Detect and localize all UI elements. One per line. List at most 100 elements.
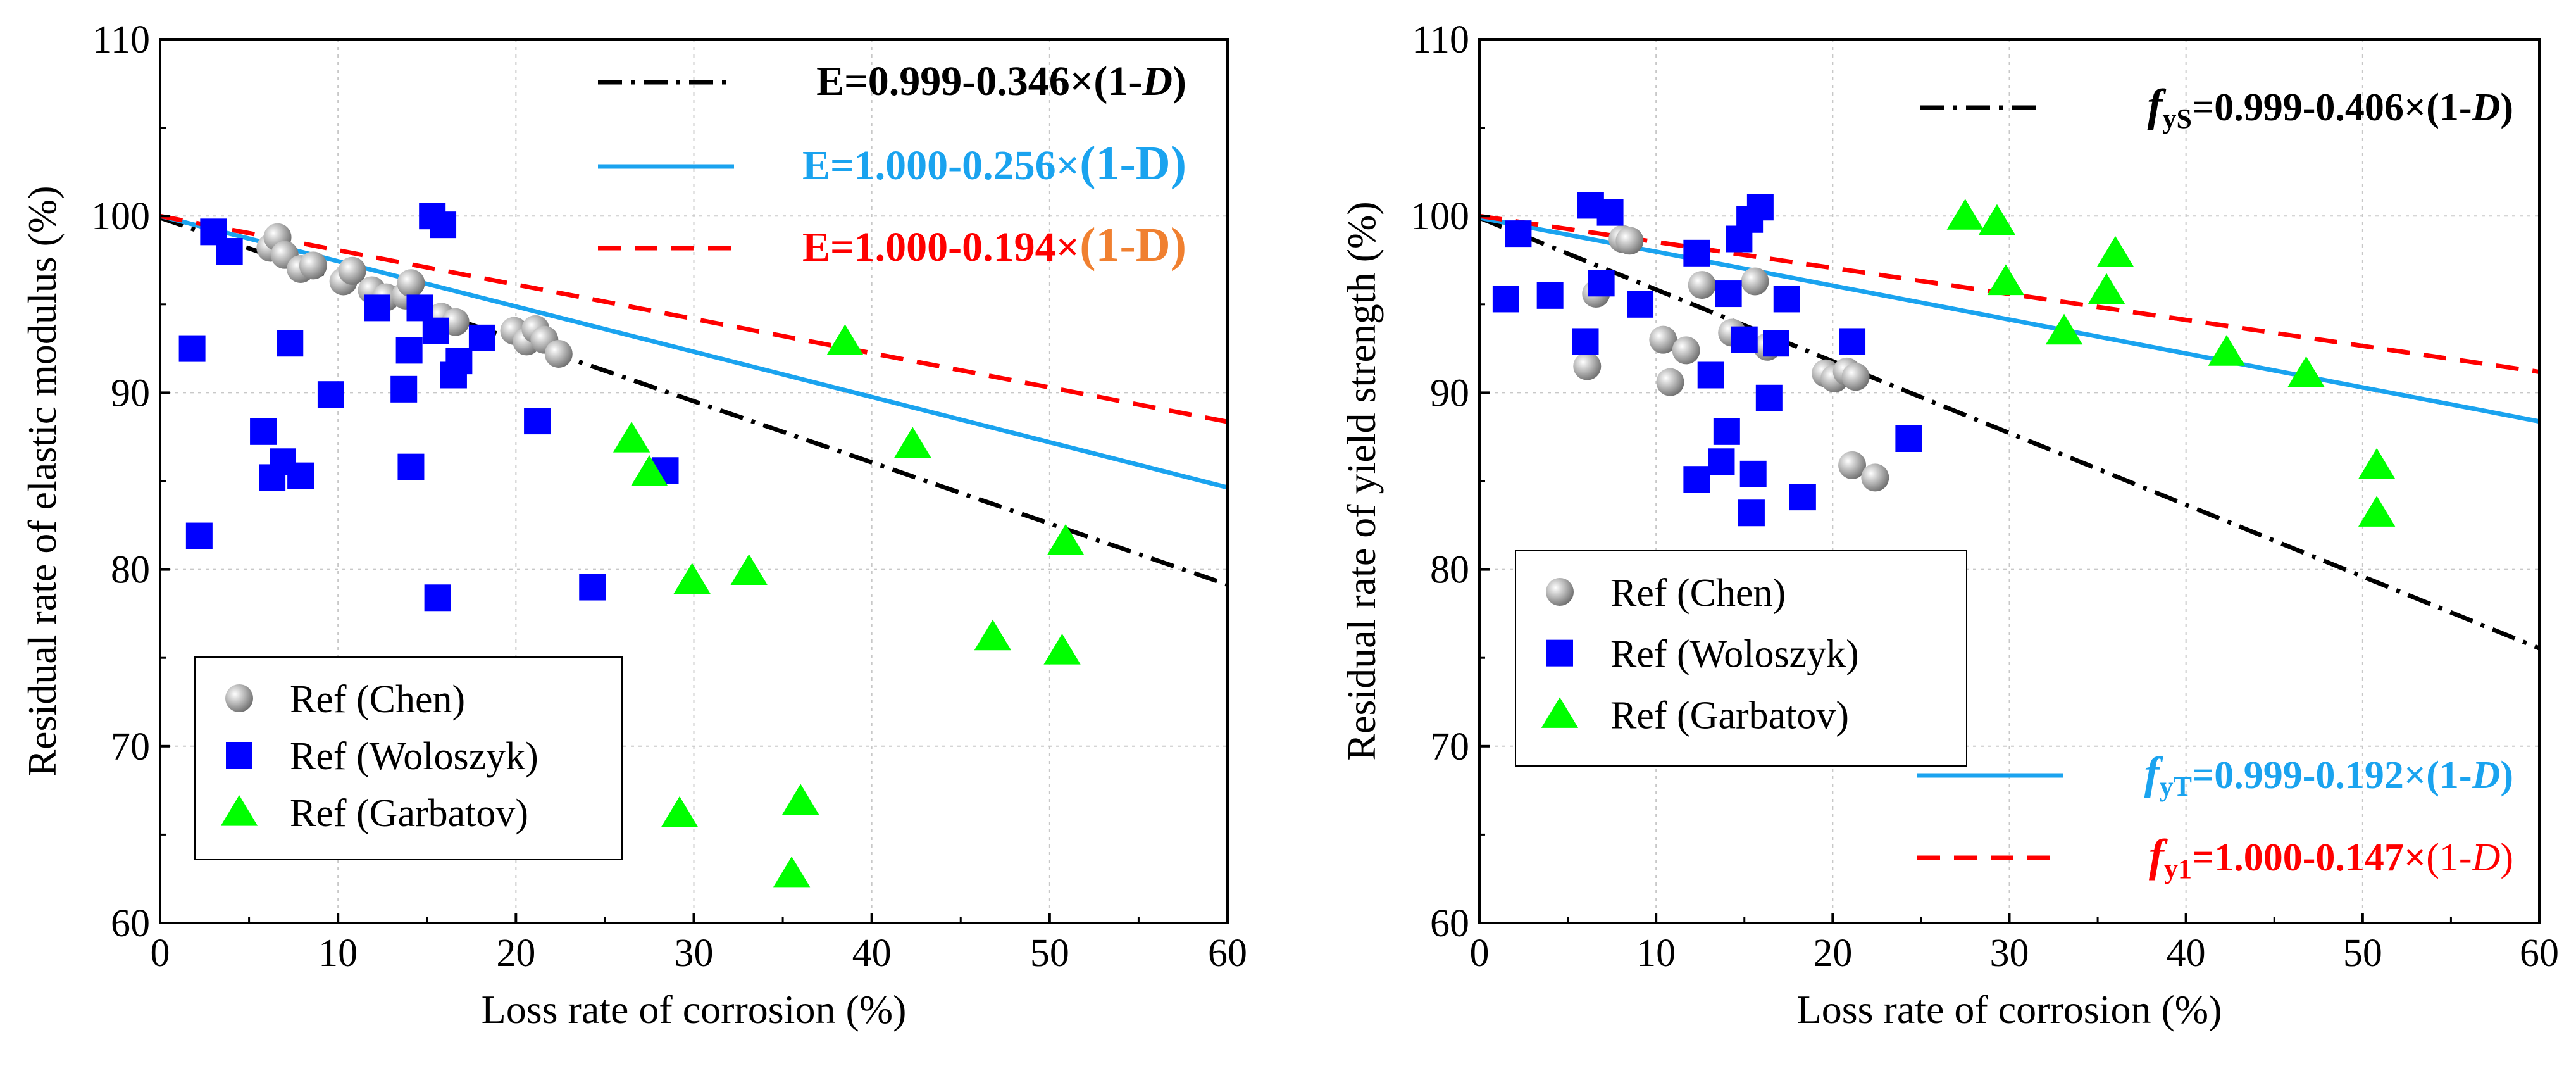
equation-label-2: fyT=0.999-0.192×(1-D)	[2144, 748, 2513, 802]
data-point-circle	[1656, 368, 1684, 396]
x-tick-label: 60	[1208, 932, 1247, 975]
y-tick-label: 60	[1430, 902, 1469, 945]
data-point-circle	[1861, 463, 1889, 492]
chart-panel-1: 0 10 20 30 40 50 60 60 70 80 90 100 110 Loss rate of …	[20, 18, 1247, 1032]
data-point-square	[1789, 484, 1816, 511]
data-point-square	[287, 462, 314, 489]
data-point-square	[1627, 291, 1654, 318]
fit-line-2	[159, 213, 1228, 490]
data-point-triangle	[2088, 273, 2125, 304]
equation-annotations: E=0.999-0.346×(1-D)E=1.000-0.256×(1-D)E=…	[598, 58, 1186, 272]
equation-prefix: E=1.000-0.256×	[802, 142, 1080, 189]
data-point-triangle	[1987, 264, 2025, 296]
data-point-square	[395, 337, 423, 364]
data-point-square	[422, 317, 449, 344]
x-tick-label: 30	[675, 932, 714, 975]
series-circle	[1573, 225, 1889, 492]
x-tick-label: 60	[2520, 932, 2559, 975]
equation-prefix: E=0.999-0.346×	[816, 58, 1093, 104]
equation-close: )	[2500, 836, 2513, 879]
data-point-square	[364, 294, 391, 322]
data-point-triangle	[782, 784, 819, 815]
y-tick-label: 100	[91, 195, 150, 238]
x-tick-label: 50	[2343, 932, 2382, 975]
legend-marker-square	[226, 742, 252, 769]
data-point-circle	[338, 256, 366, 285]
data-point-square	[390, 375, 418, 403]
legend-label: Ref (Garbatov)	[1610, 694, 1849, 737]
data-point-circle	[1615, 227, 1644, 255]
data-point-square	[1505, 220, 1532, 248]
data-point-square	[579, 574, 606, 601]
data-point-square	[1839, 328, 1866, 355]
x-tick-label: 0	[151, 932, 170, 975]
y-tick-label: 110	[1412, 18, 1469, 61]
equation-body: =0.999-0.192×(1-	[2192, 754, 2472, 797]
y-tick-label: 60	[111, 902, 150, 945]
data-point-square	[1588, 270, 1615, 297]
legend-marker-square	[1546, 639, 1573, 667]
series-triangle	[1946, 199, 2396, 527]
legend-label: Ref (Woloszyk)	[290, 735, 538, 778]
data-point-square	[178, 335, 206, 362]
data-point-square	[1738, 499, 1765, 527]
data-point-square	[445, 348, 473, 375]
data-point-square	[1572, 328, 1599, 355]
data-point-circle	[1649, 325, 1677, 354]
equation-paren: (1-	[1093, 58, 1142, 104]
x-tick-label: 50	[1030, 932, 1069, 975]
series-square	[1492, 192, 1922, 527]
equation-close: )	[2500, 86, 2513, 129]
x-axis-label: Loss rate of corrosion (%)	[482, 987, 907, 1032]
data-point-circle	[397, 269, 425, 298]
equation-subscript: yT	[2160, 771, 2192, 802]
legend-marker-circle	[225, 684, 253, 712]
data-point-square	[430, 211, 457, 239]
x-tick-label: 20	[496, 932, 535, 975]
data-point-square	[1536, 282, 1564, 309]
data-point-square	[397, 453, 425, 480]
legend-label: Ref (Chen)	[1610, 572, 1786, 615]
data-point-triangle	[2045, 313, 2083, 345]
y-tick-label: 80	[1430, 549, 1469, 592]
data-point-square	[524, 408, 551, 435]
data-point-triangle	[1946, 199, 1984, 230]
equation-paren: )	[1173, 58, 1186, 104]
y-axis-label: Residual rate of yield strength (%)	[1339, 201, 1384, 760]
data-point-triangle	[1047, 524, 1085, 555]
chart-panel-2: 0 10 20 30 40 50 60 60 70 80 90 100 110 Loss rate of …	[1339, 18, 2559, 1032]
fit-line-1	[1478, 215, 2541, 651]
data-point-square	[1683, 466, 1710, 493]
equation-body: =0.999-0.406×(1-	[2192, 86, 2472, 129]
data-point-triangle	[673, 563, 711, 594]
legend-label: Ref (Garbatov)	[290, 792, 528, 835]
data-point-triangle	[2096, 235, 2134, 267]
data-point-square	[1746, 194, 1774, 221]
data-point-square	[1895, 425, 1922, 452]
y-tick-label: 100	[1410, 195, 1469, 238]
data-point-square	[1697, 361, 1724, 389]
legend-marker-triangle	[220, 795, 258, 826]
equation-annotations: fyS=0.999-0.406×(1-D) fyT=0.999-0.192×(1-…	[1917, 80, 2513, 884]
data-point-square	[1763, 330, 1789, 357]
fit-line-2	[1479, 215, 2540, 424]
legend-label: Ref (Chen)	[290, 678, 465, 721]
data-point-square	[250, 418, 277, 445]
equation-paren: (1-D)	[1080, 218, 1186, 272]
equation-label-1: E=0.999-0.346×(1-D)	[816, 58, 1186, 104]
data-point-circle	[544, 339, 573, 368]
data-point-square	[1755, 384, 1783, 411]
data-point-triangle	[894, 427, 931, 458]
data-point-square	[1683, 239, 1710, 267]
data-point-triangle	[2208, 335, 2246, 366]
y-axis-label: Residual rate of elastic modulus (%)	[20, 185, 65, 776]
x-tick-label: 40	[2167, 932, 2206, 975]
equation-paren: (1-	[2426, 836, 2472, 879]
data-point-triangle	[2358, 448, 2396, 479]
data-point-square	[468, 324, 495, 351]
equation-paren: (1-D)	[1080, 137, 1186, 190]
data-point-triangle	[661, 796, 699, 827]
data-point-circle	[1573, 352, 1602, 380]
data-point-triangle	[1978, 204, 2016, 235]
